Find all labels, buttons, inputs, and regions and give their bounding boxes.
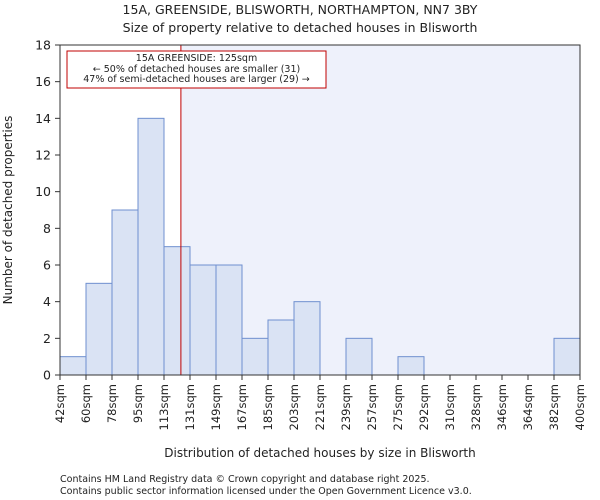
x-tick-label-346sqm: 346sqm bbox=[495, 384, 509, 430]
x-tick-label-400sqm: 400sqm bbox=[573, 384, 587, 430]
x-tick-label-364sqm: 364sqm bbox=[521, 384, 535, 430]
bar-203sqm bbox=[293, 301, 321, 376]
y-tick-label-12: 12 bbox=[35, 148, 51, 163]
annotation-line-1: 15A GREENSIDE: 125sqm bbox=[136, 53, 257, 64]
bar-275sqm bbox=[397, 356, 425, 376]
y-tick-label-14: 14 bbox=[35, 111, 51, 126]
y-axis-label: Number of detached properties bbox=[1, 116, 15, 305]
x-tick-label-257sqm: 257sqm bbox=[365, 384, 379, 430]
y-tick-label-18: 18 bbox=[35, 38, 51, 53]
annotation-box: 15A GREENSIDE: 125sqm ← 50% of detached … bbox=[66, 50, 327, 89]
x-axis-ticks: 42sqm 60sqm 78sqm 95sqm 113sqm 131sqm 149sqm 16… bbox=[53, 375, 587, 430]
chart-title-line2: Size of property relative to detached ho… bbox=[123, 20, 478, 35]
x-tick-label-60sqm: 60sqm bbox=[79, 384, 93, 423]
y-tick-label-10: 10 bbox=[35, 184, 51, 199]
annotation-line-2: ← 50% of detached houses are smaller (31… bbox=[93, 64, 300, 75]
x-tick-label-95sqm: 95sqm bbox=[131, 384, 145, 423]
x-tick-label-203sqm: 203sqm bbox=[287, 384, 301, 430]
y-tick-label-0: 0 bbox=[43, 368, 51, 383]
y-tick-label-8: 8 bbox=[43, 221, 51, 236]
x-tick-label-42sqm: 42sqm bbox=[53, 384, 67, 423]
y-tick-label-6: 6 bbox=[43, 258, 51, 273]
x-tick-label-292sqm: 292sqm bbox=[417, 384, 431, 430]
annotation-frame bbox=[66, 50, 327, 89]
x-tick-label-328sqm: 328sqm bbox=[469, 384, 483, 430]
x-tick-label-185sqm: 185sqm bbox=[261, 384, 275, 430]
x-tick-label-131sqm: 131sqm bbox=[183, 384, 197, 430]
y-tick-label-16: 16 bbox=[35, 74, 51, 89]
x-tick-label-310sqm: 310sqm bbox=[443, 384, 457, 430]
y-tick-label-4: 4 bbox=[43, 294, 51, 309]
footer-line-1: Contains HM Land Registry data © Crown c… bbox=[60, 474, 430, 485]
y-tick-label-2: 2 bbox=[43, 331, 51, 346]
x-tick-label-221sqm: 221sqm bbox=[313, 384, 327, 430]
annotation-line-3: 47% of semi-detached houses are larger (… bbox=[83, 74, 310, 85]
bar-185sqm bbox=[267, 319, 295, 376]
bar-167sqm bbox=[241, 337, 269, 376]
bars-group bbox=[59, 117, 581, 376]
y-axis-ticks: 0 2 4 6 8 10 12 14 16 18 bbox=[35, 38, 60, 383]
x-tick-label-239sqm: 239sqm bbox=[339, 384, 353, 430]
x-tick-label-149sqm: 149sqm bbox=[209, 384, 223, 430]
x-tick-label-167sqm: 167sqm bbox=[235, 384, 249, 430]
chart-title-line1: 15A, GREENSIDE, BLISWORTH, NORTHAMPTON, … bbox=[123, 2, 478, 17]
bar-60sqm bbox=[85, 282, 113, 376]
x-tick-label-275sqm: 275sqm bbox=[391, 384, 405, 430]
bar-78sqm bbox=[111, 209, 139, 376]
bar-42sqm bbox=[59, 356, 87, 376]
bar-95sqm bbox=[137, 117, 165, 376]
bar-131sqm bbox=[189, 264, 217, 376]
x-tick-label-78sqm: 78sqm bbox=[105, 384, 119, 423]
bar-239sqm bbox=[345, 337, 373, 376]
x-tick-label-113sqm: 113sqm bbox=[157, 384, 171, 430]
larger-region-highlight bbox=[180, 45, 580, 375]
plot-area bbox=[59, 44, 581, 376]
bar-149sqm bbox=[215, 264, 243, 376]
footer-line-2: Contains public sector information licen… bbox=[60, 486, 472, 497]
bar-382sqm bbox=[553, 337, 581, 376]
x-axis-label: Distribution of detached houses by size … bbox=[164, 446, 475, 460]
x-tick-label-382sqm: 382sqm bbox=[547, 384, 561, 430]
bar-113sqm bbox=[163, 246, 191, 376]
